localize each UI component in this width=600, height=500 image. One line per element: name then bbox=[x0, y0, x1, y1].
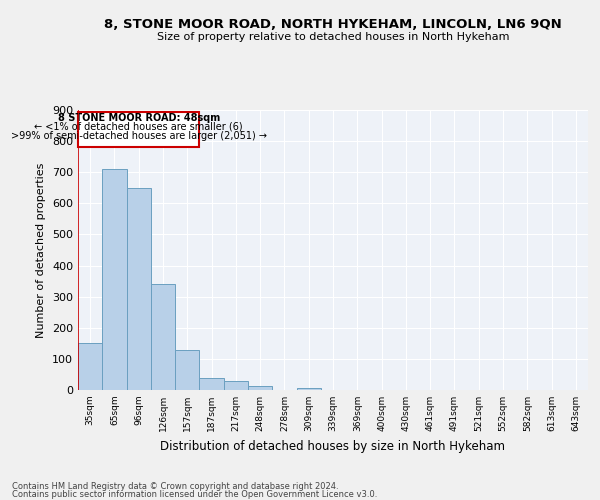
Bar bbox=[248, 386, 272, 390]
Y-axis label: Number of detached properties: Number of detached properties bbox=[37, 162, 46, 338]
FancyBboxPatch shape bbox=[78, 112, 199, 148]
Bar bbox=[102, 169, 127, 390]
Text: 8 STONE MOOR ROAD: 48sqm: 8 STONE MOOR ROAD: 48sqm bbox=[58, 113, 220, 123]
Bar bbox=[78, 344, 102, 390]
Text: Contains HM Land Registry data © Crown copyright and database right 2024.: Contains HM Land Registry data © Crown c… bbox=[12, 482, 338, 491]
Bar bbox=[296, 388, 321, 390]
Bar bbox=[175, 350, 199, 390]
Text: Size of property relative to detached houses in North Hykeham: Size of property relative to detached ho… bbox=[157, 32, 509, 42]
Bar bbox=[224, 380, 248, 390]
Bar bbox=[127, 188, 151, 390]
Bar bbox=[151, 284, 175, 390]
Text: >99% of semi-detached houses are larger (2,051) →: >99% of semi-detached houses are larger … bbox=[11, 130, 267, 140]
Text: ← <1% of detached houses are smaller (6): ← <1% of detached houses are smaller (6) bbox=[34, 122, 243, 132]
X-axis label: Distribution of detached houses by size in North Hykeham: Distribution of detached houses by size … bbox=[161, 440, 505, 452]
Text: 8, STONE MOOR ROAD, NORTH HYKEHAM, LINCOLN, LN6 9QN: 8, STONE MOOR ROAD, NORTH HYKEHAM, LINCO… bbox=[104, 18, 562, 30]
Text: Contains public sector information licensed under the Open Government Licence v3: Contains public sector information licen… bbox=[12, 490, 377, 499]
Bar bbox=[199, 378, 224, 390]
